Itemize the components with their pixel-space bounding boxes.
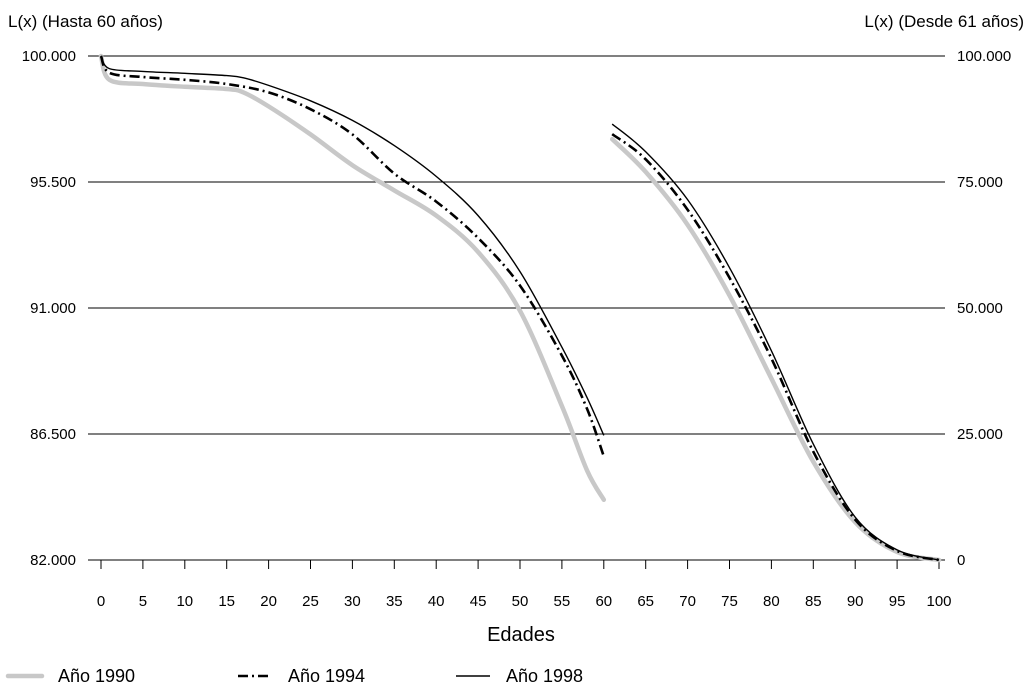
- x-tick-label: 90: [847, 593, 864, 610]
- x-tick-label: 0: [97, 593, 105, 610]
- left-axis-label: L(x) (Hasta 60 años): [8, 12, 163, 31]
- x-tick-label: 65: [637, 593, 654, 610]
- series-line-left: [98, 53, 607, 503]
- series-line-right: [611, 123, 940, 561]
- x-tick-label: 45: [470, 593, 487, 610]
- x-tick-label: 50: [512, 593, 529, 610]
- right-tick-label: 100.000: [957, 48, 1011, 65]
- series-line-right: [611, 133, 940, 562]
- right-tick-labels: 100.000 75.000 50.000 25.000 0: [957, 48, 1011, 569]
- x-tick-label: 5: [139, 593, 147, 610]
- right-tick-label: 50.000: [957, 300, 1003, 317]
- x-tick-label: 40: [428, 593, 445, 610]
- x-tick-label: 20: [260, 593, 277, 610]
- x-tick-label: 10: [176, 593, 193, 610]
- left-tick-label: 82.000: [30, 552, 76, 569]
- x-tick-label: 85: [805, 593, 822, 610]
- legend-label: Año 1990: [58, 666, 135, 686]
- x-tick-label: 60: [595, 593, 612, 610]
- x-tick-label: 75: [721, 593, 738, 610]
- x-tick-label: 100: [926, 593, 951, 610]
- series-line-left: [100, 55, 605, 436]
- series-line-right: [609, 136, 942, 563]
- x-axis-label: Edades: [487, 624, 555, 646]
- right-tick-label: 75.000: [957, 174, 1003, 191]
- left-tick-label: 91.000: [30, 300, 76, 317]
- series-lines: [98, 53, 942, 563]
- x-tick-label: 95: [889, 593, 906, 610]
- x-tick-label: 55: [554, 593, 571, 610]
- right-tick-label: 0: [957, 552, 965, 569]
- legend-label: Año 1994: [288, 666, 365, 686]
- legend-label: Año 1998: [506, 666, 583, 686]
- x-tick-label: 80: [763, 593, 780, 610]
- left-tick-label: 95.500: [30, 174, 76, 191]
- series-line-left: [99, 55, 606, 457]
- x-tick-label: 35: [386, 593, 403, 610]
- x-tick-label: 70: [679, 593, 696, 610]
- x-axis: 0 5 10 15 20 25 30 35 40 45 50 55 60 65 70 75 80 85 90 95 10…: [97, 560, 952, 610]
- left-tick-label: 100.000: [22, 48, 76, 65]
- left-tick-labels: 100.000 95.500 91.000 86.500 82.000: [22, 48, 76, 569]
- legend: Año 1990 Año 1994 Año 1998: [5, 666, 583, 686]
- right-tick-label: 25.000: [957, 426, 1003, 443]
- x-tick-label: 25: [302, 593, 319, 610]
- right-axis-label: L(x) (Desde 61 años): [864, 12, 1024, 31]
- x-tick-label: 30: [344, 593, 361, 610]
- left-tick-label: 86.500: [30, 426, 76, 443]
- x-tick-label: 15: [218, 593, 235, 610]
